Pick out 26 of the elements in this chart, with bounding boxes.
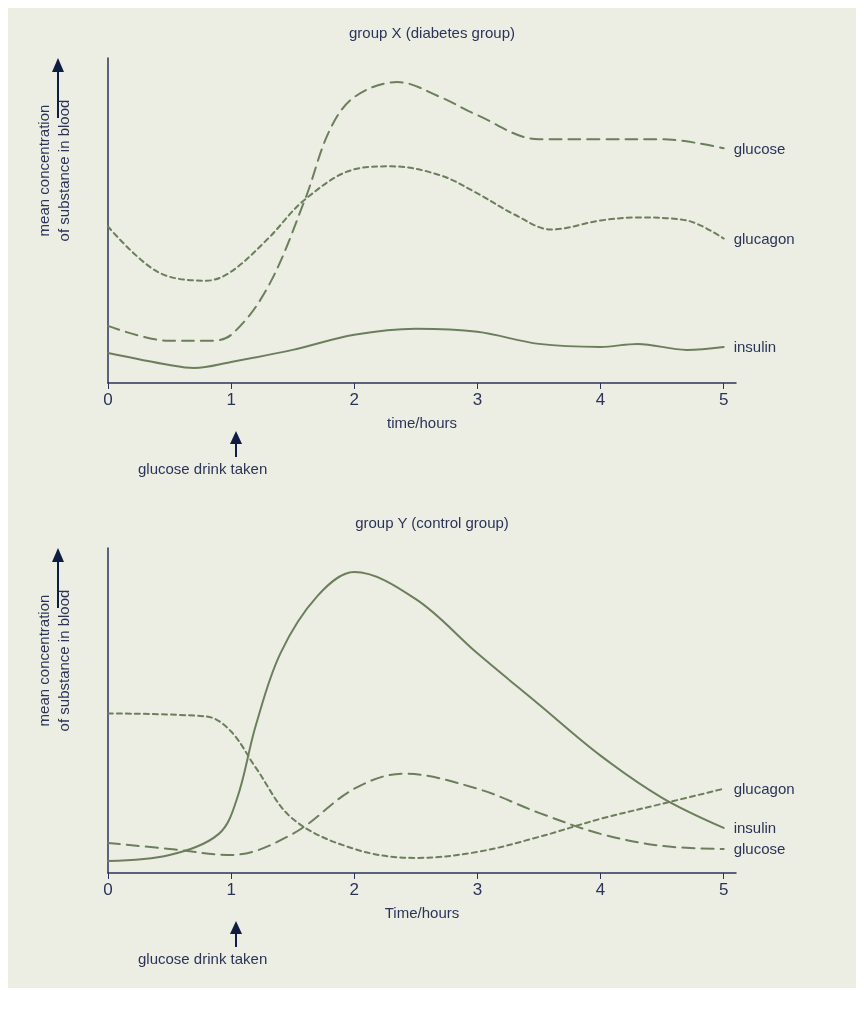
x-axis-title: Time/hours [384, 904, 460, 921]
y-axis-title: mean concentration of substance in blood [34, 99, 72, 242]
y-axis-title: mean concentration of substance in blood [34, 589, 72, 732]
series-label: insulin [733, 819, 777, 837]
x-tick-label: 1 [226, 390, 236, 409]
series-label: insulin [733, 338, 777, 356]
x-tick-label: 5 [718, 390, 729, 409]
chart-title: group Y (control group) [355, 514, 509, 531]
x-tick-label: 2 [349, 880, 360, 899]
x-tick-label: 3 [472, 880, 483, 899]
x-tick-label: 0 [103, 880, 113, 899]
chart-title: group X (diabetes group) [349, 24, 515, 41]
x-tick-label: 1 [226, 880, 236, 899]
text: glucose drink taken [138, 950, 268, 967]
x-tick-label: 2 [349, 390, 360, 409]
x-tick-label: 0 [103, 390, 113, 409]
series-label: glucagon [733, 230, 795, 248]
series-label: glucagon [733, 780, 795, 798]
series-label: glucose [733, 139, 786, 157]
x-tick-label: 4 [595, 390, 606, 409]
x-tick-label: 3 [472, 390, 483, 409]
x-tick-label: 4 [595, 880, 606, 899]
series-label: glucose [733, 840, 786, 858]
x-tick-label: 5 [718, 880, 729, 899]
x-axis-title: time/hours [386, 414, 458, 431]
text: glucose drink taken [138, 460, 268, 477]
